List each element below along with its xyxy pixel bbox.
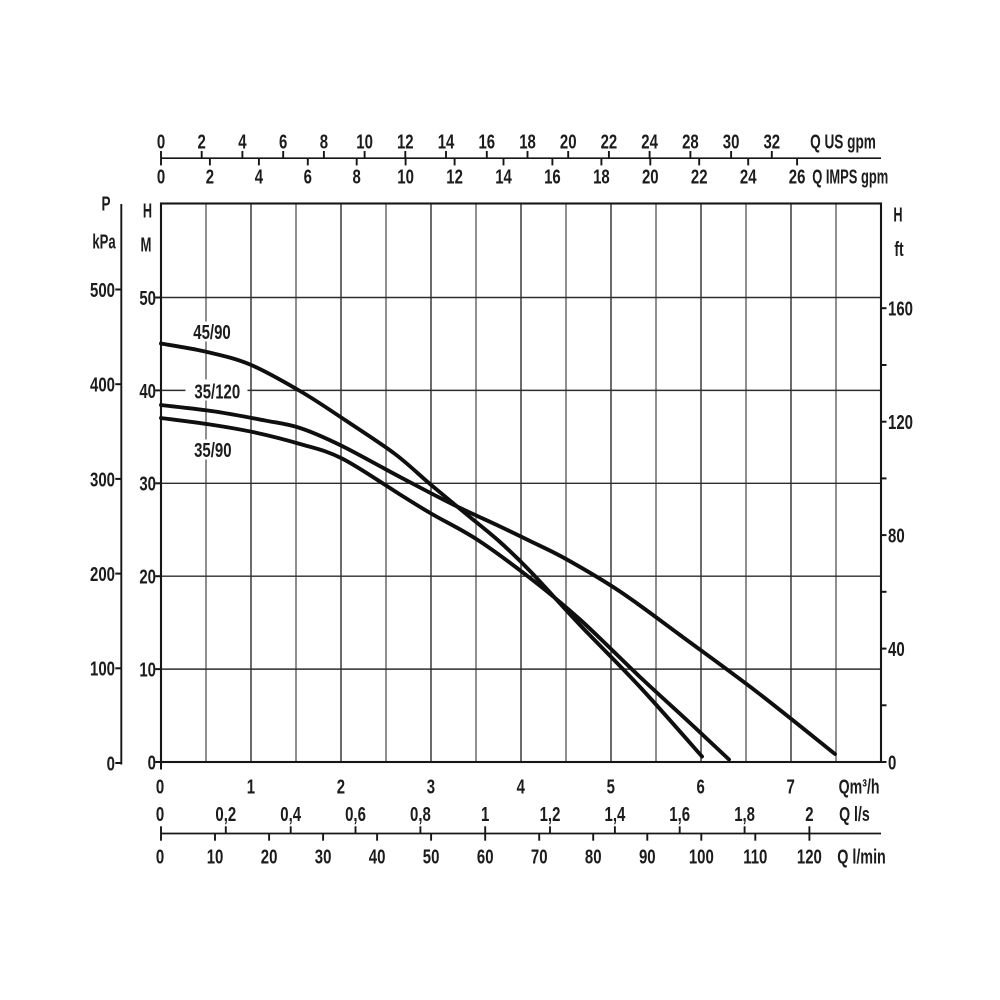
svg-text:2: 2 xyxy=(805,803,813,826)
svg-text:14: 14 xyxy=(495,165,512,188)
svg-text:400: 400 xyxy=(90,373,115,396)
svg-text:120: 120 xyxy=(797,845,822,868)
svg-text:0: 0 xyxy=(157,165,165,188)
svg-text:0: 0 xyxy=(156,803,164,826)
svg-text:Q US gpm: Q US gpm xyxy=(810,129,876,153)
svg-text:110: 110 xyxy=(743,845,767,868)
svg-text:2: 2 xyxy=(198,130,206,153)
svg-text:6: 6 xyxy=(697,775,705,798)
svg-text:2: 2 xyxy=(206,165,214,188)
svg-text:50: 50 xyxy=(423,845,440,868)
svg-text:1,4: 1,4 xyxy=(605,803,626,826)
svg-text:5: 5 xyxy=(607,775,615,798)
svg-text:H: H xyxy=(143,200,152,223)
svg-text:0: 0 xyxy=(107,752,115,775)
svg-text:24: 24 xyxy=(641,130,658,153)
svg-text:12: 12 xyxy=(446,165,463,188)
svg-text:40: 40 xyxy=(139,380,156,403)
svg-text:30: 30 xyxy=(315,845,332,868)
svg-text:1,8: 1,8 xyxy=(734,803,755,826)
svg-text:4: 4 xyxy=(255,165,263,188)
svg-text:Q IMPS gpm: Q IMPS gpm xyxy=(812,164,888,188)
svg-text:1,2: 1,2 xyxy=(540,803,561,826)
svg-text:100: 100 xyxy=(689,845,714,868)
svg-text:60: 60 xyxy=(477,845,494,868)
svg-text:0,4: 0,4 xyxy=(280,803,301,826)
svg-text:4: 4 xyxy=(238,130,246,153)
svg-text:2: 2 xyxy=(337,775,345,798)
svg-text:300: 300 xyxy=(90,468,115,491)
svg-text:P: P xyxy=(101,192,110,216)
svg-text:20: 20 xyxy=(560,130,577,153)
svg-text:6: 6 xyxy=(279,130,287,153)
svg-text:100: 100 xyxy=(90,657,115,680)
svg-text:0: 0 xyxy=(157,130,165,153)
svg-text:20: 20 xyxy=(139,565,156,588)
svg-text:14: 14 xyxy=(438,130,455,153)
svg-text:160: 160 xyxy=(888,297,913,320)
svg-text:35/120: 35/120 xyxy=(194,380,240,403)
svg-text:Q l/s: Q l/s xyxy=(839,802,870,825)
svg-text:10: 10 xyxy=(139,658,156,681)
svg-text:0,8: 0,8 xyxy=(410,803,431,826)
svg-text:20: 20 xyxy=(642,165,659,188)
svg-text:120: 120 xyxy=(888,411,913,434)
svg-text:22: 22 xyxy=(691,165,708,188)
svg-text:16: 16 xyxy=(544,165,561,188)
svg-text:1,6: 1,6 xyxy=(669,803,690,826)
svg-text:30: 30 xyxy=(723,130,740,153)
svg-text:8: 8 xyxy=(353,165,361,188)
svg-text:40: 40 xyxy=(369,845,386,868)
svg-text:16: 16 xyxy=(478,130,495,153)
svg-text:0,2: 0,2 xyxy=(215,803,236,826)
svg-text:80: 80 xyxy=(585,845,602,868)
svg-text:10: 10 xyxy=(207,845,224,868)
svg-text:80: 80 xyxy=(888,524,905,547)
svg-text:0,6: 0,6 xyxy=(345,803,366,826)
svg-text:ft: ft xyxy=(894,237,903,260)
svg-text:22: 22 xyxy=(601,130,618,153)
svg-text:0: 0 xyxy=(148,751,156,774)
svg-text:26: 26 xyxy=(789,165,806,188)
svg-text:H: H xyxy=(893,204,902,227)
svg-text:4: 4 xyxy=(517,775,525,798)
svg-text:500: 500 xyxy=(90,279,115,302)
svg-text:32: 32 xyxy=(763,130,780,153)
svg-text:18: 18 xyxy=(593,165,610,188)
svg-text:50: 50 xyxy=(139,287,156,310)
svg-text:35/90: 35/90 xyxy=(194,439,231,462)
svg-text:0: 0 xyxy=(888,751,896,774)
svg-text:3: 3 xyxy=(427,775,435,798)
svg-text:10: 10 xyxy=(397,165,414,188)
svg-text:70: 70 xyxy=(531,845,548,868)
svg-text:200: 200 xyxy=(90,563,115,586)
svg-text:M: M xyxy=(141,233,152,257)
svg-text:1: 1 xyxy=(247,775,255,798)
svg-text:30: 30 xyxy=(139,472,156,495)
svg-text:40: 40 xyxy=(888,638,905,661)
svg-text:kPa: kPa xyxy=(92,230,116,254)
svg-text:8: 8 xyxy=(320,130,328,153)
svg-text:6: 6 xyxy=(304,165,312,188)
svg-text:0: 0 xyxy=(156,775,164,798)
svg-text:20: 20 xyxy=(261,845,278,868)
svg-text:12: 12 xyxy=(397,130,414,153)
svg-text:Qm³/h: Qm³/h xyxy=(839,775,880,798)
svg-text:90: 90 xyxy=(639,845,656,868)
svg-text:45/90: 45/90 xyxy=(193,321,230,344)
svg-text:10: 10 xyxy=(356,130,373,153)
svg-text:1: 1 xyxy=(481,803,489,826)
svg-text:Q l/min: Q l/min xyxy=(837,845,886,868)
svg-text:28: 28 xyxy=(682,130,699,153)
svg-text:7: 7 xyxy=(786,775,794,798)
svg-text:0: 0 xyxy=(156,845,164,868)
svg-text:24: 24 xyxy=(740,165,757,188)
svg-text:18: 18 xyxy=(519,130,536,153)
